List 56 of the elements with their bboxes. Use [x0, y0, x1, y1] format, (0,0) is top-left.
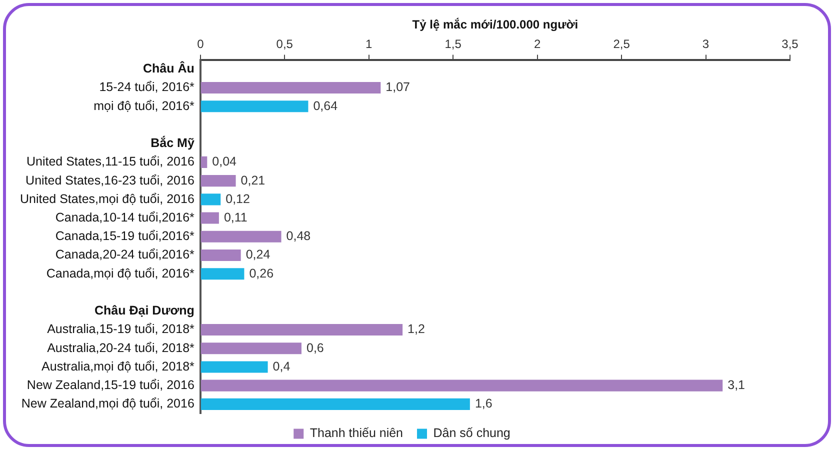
bar [200, 212, 219, 224]
bar [200, 175, 236, 187]
y-tick-label: Australia,15-19 tuổi, 2018* [47, 322, 195, 336]
bar [200, 230, 282, 242]
data-label: 1,07 [386, 80, 410, 94]
legend-label: Thanh thiếu niên [310, 426, 404, 440]
legend-label: Dân số chung [433, 426, 510, 440]
y-tick-label: Bắc Mỹ [150, 135, 194, 150]
y-tick-label: Canada,20-24 tuổi,2016* [55, 248, 195, 262]
y-tick-label: United States,mọi độ tuổi, 2016 [20, 192, 194, 206]
data-label: 0,26 [249, 266, 274, 280]
x-tick-label: 1,5 [444, 36, 462, 51]
y-tick-label: Canada,10-14 tuổi,2016* [55, 210, 195, 224]
y-tick-label: Australia,20-24 tuổi, 2018* [47, 340, 195, 355]
x-tick-label: 3 [702, 36, 710, 51]
x-tick-label: 1 [366, 36, 373, 51]
y-tick-label: United States,16-23 tuổi, 2016 [26, 173, 194, 188]
bar [200, 156, 208, 168]
y-tick-label: Châu Đại Dương [94, 304, 194, 318]
y-tick-label: Châu Âu [143, 60, 194, 76]
data-label: 0,48 [286, 229, 311, 244]
x-tick-label: 3,5 [782, 36, 799, 51]
data-label: 0,11 [224, 210, 248, 224]
bar [200, 398, 470, 410]
data-label: 3,1 [728, 378, 746, 392]
bar [200, 100, 308, 112]
data-label: 0,4 [272, 359, 290, 374]
data-label: 1,6 [474, 396, 492, 411]
bar [200, 249, 241, 262]
y-tick-label: Canada,15-19 tuổi,2016* [55, 229, 195, 244]
x-tick-label: 2 [534, 36, 541, 51]
data-label: 0,24 [246, 248, 270, 262]
data-label: 0,21 [240, 173, 266, 188]
x-tick-label: 0 [197, 36, 204, 51]
x-axis-title: Tỷ lệ mắc mới/100.000 người [412, 18, 578, 32]
bar [200, 82, 381, 94]
bar [200, 380, 723, 392]
data-label: 0,6 [306, 340, 324, 355]
bar [200, 194, 221, 206]
bar [200, 324, 403, 336]
y-tick-label: New Zealand,mọi độ tuổi, 2016 [21, 396, 194, 411]
y-tick-label: mọi độ tuổi, 2016* [94, 98, 195, 113]
y-tick-label: New Zealand,15-19 tuổi, 2016 [26, 378, 194, 392]
y-tick-label: 15-24 tuổi, 2016* [99, 80, 195, 94]
y-tick-label: Canada,mọi độ tuổi, 2016* [46, 266, 195, 280]
data-label: 0,64 [313, 98, 338, 113]
bar [200, 361, 268, 373]
x-tick-label: 0,5 [276, 36, 294, 51]
y-tick-label: United States,11-15 tuổi, 2016 [26, 154, 194, 169]
y-tick-label: Australia,mọi độ tuổi, 2018* [42, 359, 195, 374]
data-label: 0,04 [212, 154, 237, 169]
bar [200, 268, 244, 280]
bar [200, 342, 302, 354]
x-tick-label: 2,5 [613, 36, 630, 51]
data-label: 1,2 [408, 322, 425, 336]
data-label: 0,12 [226, 192, 250, 206]
